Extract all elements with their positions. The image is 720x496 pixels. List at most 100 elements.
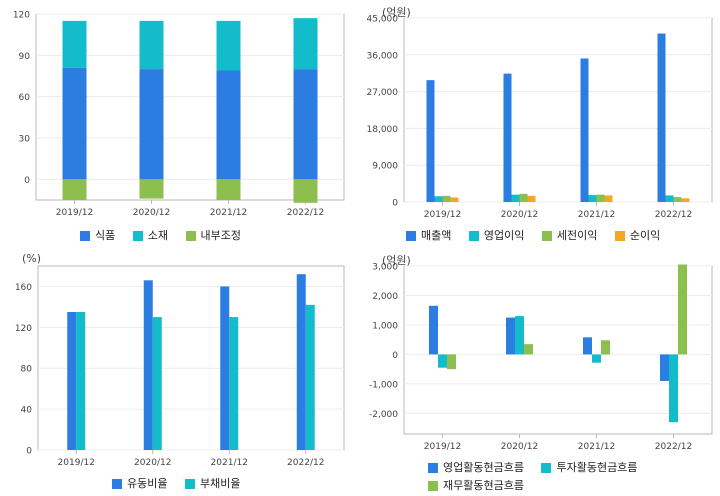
composition-chart: 0 30 60 90 120 2019/12 2020/12 2021/12 2022/12 xyxy=(0,0,360,224)
legend-item[interactable]: 재무활동현금흐름 xyxy=(428,478,524,494)
legend-label: 재무활동현금흐름 xyxy=(443,479,524,492)
legend-item[interactable]: 순이익 xyxy=(614,228,660,244)
composition-chart-svg: 0 30 60 90 120 2019/12 2020/12 2021/12 2022/12 xyxy=(13,11,345,218)
composition-legend: 식품 소재 내부조정 xyxy=(80,228,255,246)
y-tick-label: 30 xyxy=(19,135,31,145)
x-tick-label: 2021/12 xyxy=(578,442,615,452)
y-tick-label: 120 xyxy=(13,11,30,21)
x-tick-label: 2019/12 xyxy=(424,442,461,452)
income-unit-label: (억원) xyxy=(382,6,411,19)
bar xyxy=(216,179,241,200)
legend-item[interactable]: 매출액 xyxy=(406,228,451,244)
x-tick-label: 2020/12 xyxy=(501,210,538,220)
x-tick-label: 2019/12 xyxy=(424,210,461,220)
legend-item[interactable]: 세전이익 xyxy=(541,228,597,244)
bar xyxy=(296,274,306,450)
y-tick-label: 0 xyxy=(392,199,398,209)
x-tick-label: 2021/12 xyxy=(578,210,615,220)
cashflow-legend: 영업활동현금흐름 투자활동현금흐름 재무활동현금흐름 xyxy=(428,460,651,496)
x-tick-label: 2020/12 xyxy=(133,208,170,218)
y-tick-label: 60 xyxy=(19,93,31,103)
y-tick-label: 0 xyxy=(24,176,30,186)
bar xyxy=(592,354,601,363)
income-chart-svg: 0 9,000 18,000 27,000 36,000 45,000 2019/12 202… xyxy=(367,15,713,220)
bar xyxy=(220,286,230,450)
y-tick-label: -2,000 xyxy=(369,410,398,420)
y-tick-label: 80 xyxy=(21,365,33,375)
bar xyxy=(438,354,447,368)
bar xyxy=(601,340,610,355)
y-tick-label: 160 xyxy=(15,283,32,293)
bar xyxy=(139,179,164,199)
y-tick-label: 9,000 xyxy=(372,162,398,172)
bar xyxy=(503,73,512,202)
legend-swatch xyxy=(468,231,479,241)
bar xyxy=(527,195,536,202)
bar xyxy=(62,179,87,200)
x-tick-label: 2022/12 xyxy=(287,458,324,468)
legend-item[interactable]: 부채비율 xyxy=(184,476,240,492)
x-tick-label: 2019/12 xyxy=(56,208,93,218)
bar xyxy=(511,194,520,202)
y-tick-label: 1,000 xyxy=(372,321,398,331)
bar xyxy=(678,264,687,355)
y-tick-label: 3,000 xyxy=(372,263,398,273)
bar xyxy=(293,179,318,203)
legend-label: 유동비율 xyxy=(127,477,168,490)
legend-swatch xyxy=(80,231,90,241)
legend-item[interactable]: 소재 xyxy=(132,228,168,244)
bar xyxy=(216,70,241,180)
y-tick-label: 45,000 xyxy=(367,15,399,25)
plot-frame xyxy=(37,265,345,451)
bar xyxy=(429,305,438,355)
legend-swatch xyxy=(184,479,195,489)
cashflow-chart-svg: -2,000 -1,000 0 1,000 2,000 3,000 2019/12 2020/… xyxy=(369,263,713,452)
bar xyxy=(434,196,443,202)
x-tick-label: 2021/12 xyxy=(211,458,248,468)
ratios-chart-svg: 0 40 80 120 160 2019/12 2020/12 2021/12 2022/12 xyxy=(15,265,345,468)
y-tick-label: 36,000 xyxy=(367,51,399,61)
legend-swatch xyxy=(112,479,122,489)
x-tick-label: 2020/12 xyxy=(134,458,171,468)
legend-swatch xyxy=(185,231,196,241)
bar xyxy=(596,194,605,202)
bar xyxy=(506,317,515,355)
bar xyxy=(442,195,451,202)
legend-item[interactable]: 영업활동현금흐름 xyxy=(428,460,524,476)
legend-item[interactable]: 영업이익 xyxy=(468,228,524,244)
legend-item[interactable]: 유동비율 xyxy=(112,476,167,492)
x-tick-label: 2021/12 xyxy=(210,208,247,218)
legend-label: 투자활동현금흐름 xyxy=(556,461,638,474)
y-tick-label: -1,000 xyxy=(369,380,398,390)
bar xyxy=(67,312,77,450)
bar xyxy=(515,316,524,355)
bar xyxy=(665,195,674,202)
bar xyxy=(580,58,589,203)
cashflow-chart: -2,000 -1,000 0 1,000 2,000 3,000 2019/12 2020/… xyxy=(360,248,720,460)
bar xyxy=(62,20,87,68)
bar xyxy=(426,80,435,202)
bar xyxy=(669,354,678,423)
legend-item[interactable]: 투자활동현금흐름 xyxy=(541,460,637,476)
bar xyxy=(143,280,153,450)
bar xyxy=(519,193,528,202)
legend-label: 식품 xyxy=(95,229,116,242)
income-chart: 0 9,000 18,000 27,000 36,000 45,000 2019/12 202… xyxy=(360,0,720,224)
plot-frame xyxy=(403,17,713,203)
y-tick-label: 2,000 xyxy=(372,292,398,302)
legend-label: 영업활동현금흐름 xyxy=(443,461,524,474)
ratios-chart: 0 40 80 120 160 2019/12 2020/12 2021/12 2022/12 xyxy=(0,248,360,472)
legend-swatch xyxy=(428,481,438,491)
bar xyxy=(604,195,613,202)
y-tick-label: 40 xyxy=(21,406,33,416)
legend-swatch xyxy=(132,231,143,241)
bar xyxy=(524,344,533,355)
legend-item[interactable]: 내부조정 xyxy=(185,228,241,244)
bar xyxy=(681,198,690,202)
bar xyxy=(447,354,456,370)
legend-swatch xyxy=(428,463,438,473)
legend-swatch xyxy=(406,231,416,241)
legend-item[interactable]: 식품 xyxy=(80,228,115,244)
plot-frame xyxy=(403,265,713,435)
legend-label: 소재 xyxy=(147,229,168,242)
